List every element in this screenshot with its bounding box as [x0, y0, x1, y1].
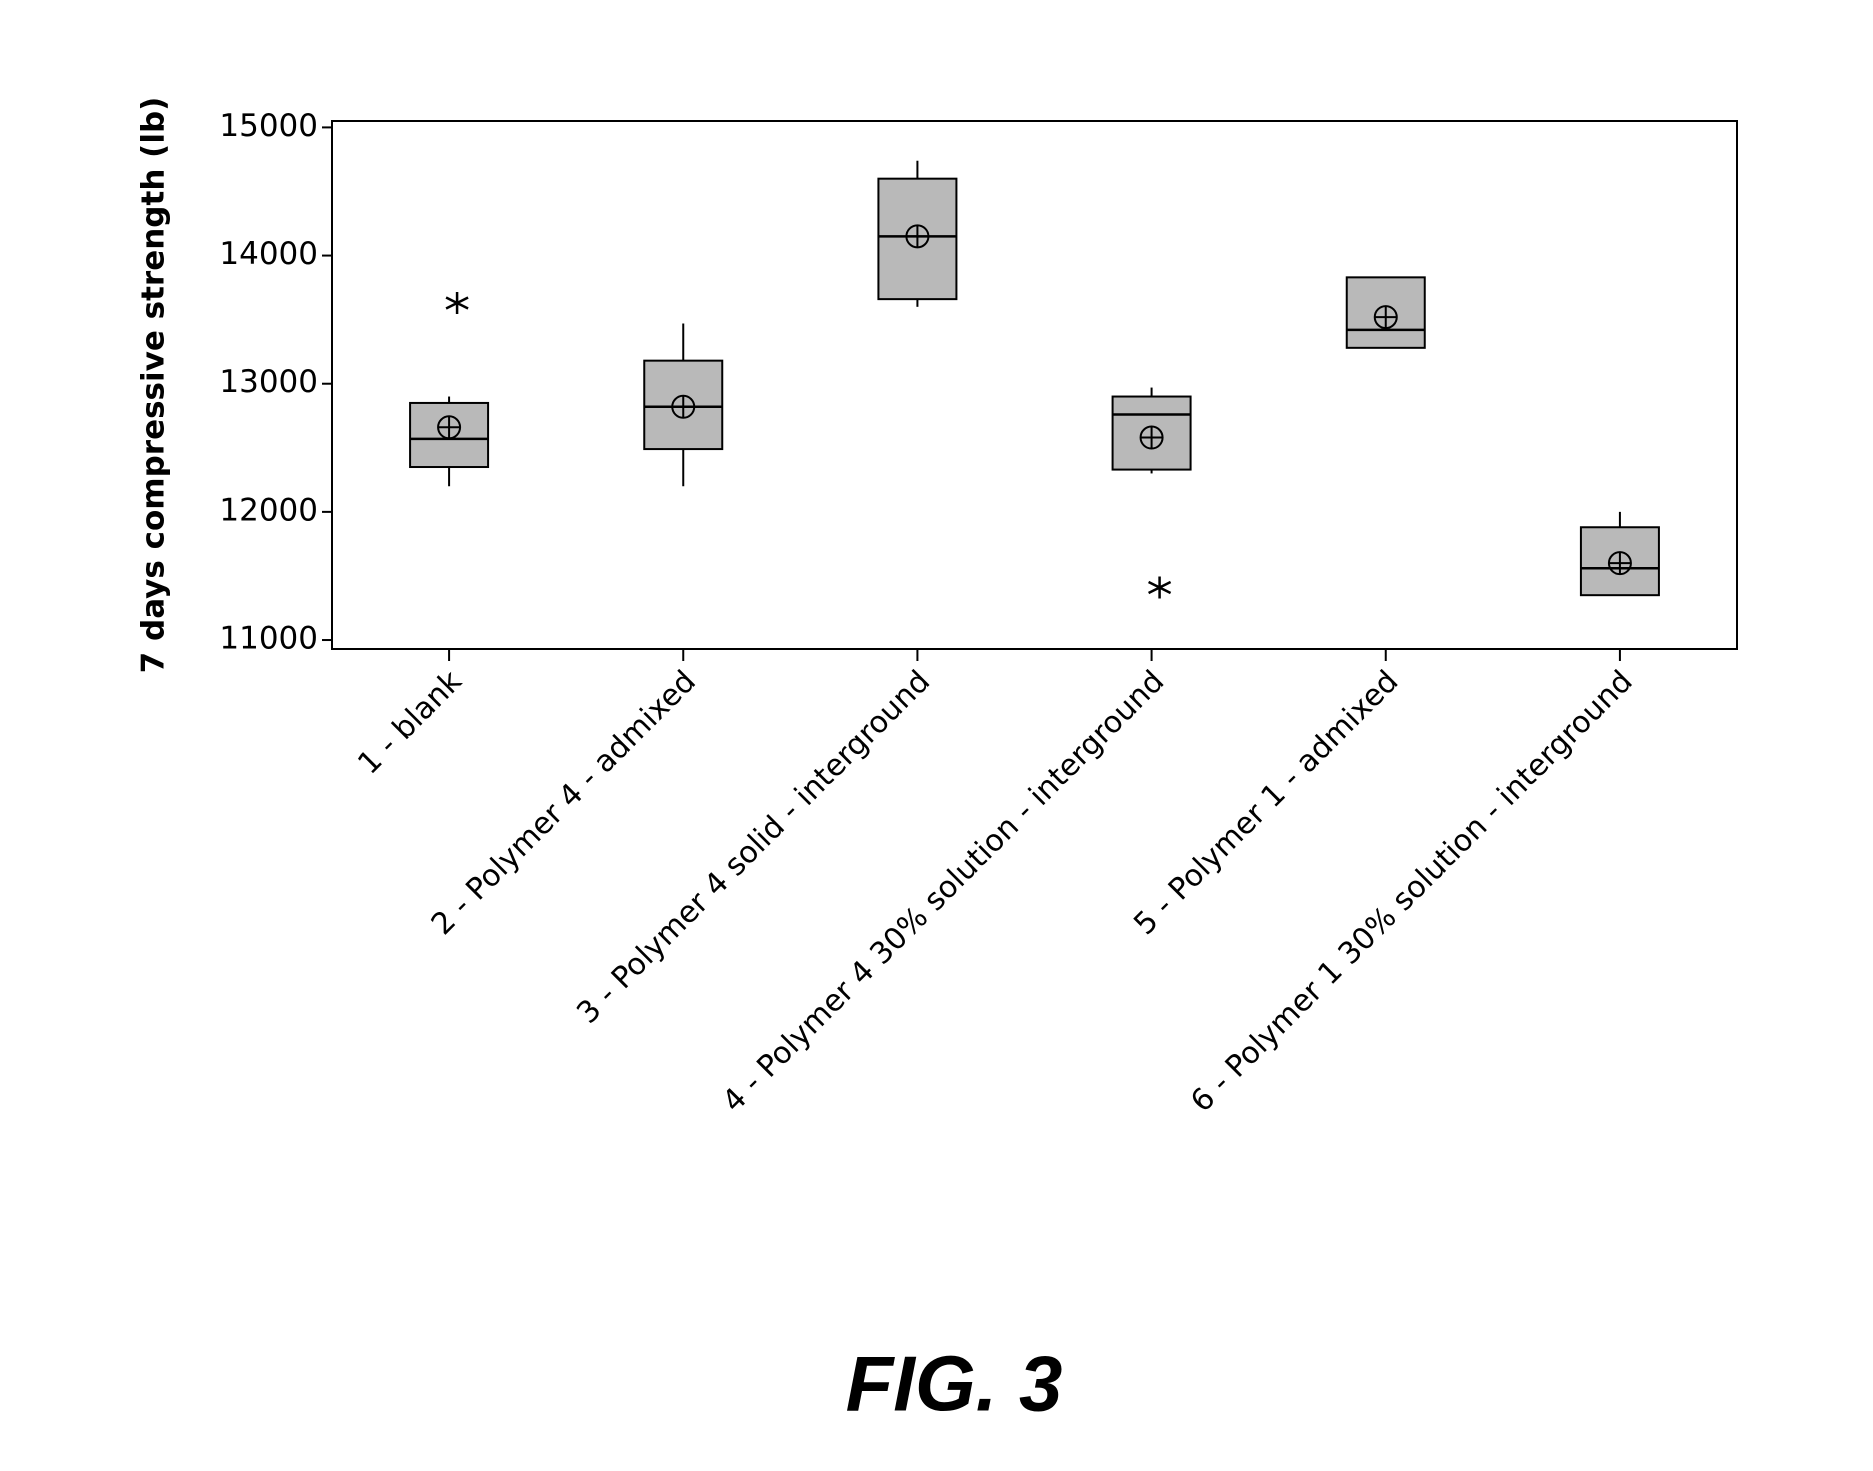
y-tick-label: 14000 [219, 236, 318, 272]
y-tick-label: 12000 [219, 492, 318, 528]
outlier [1149, 576, 1171, 598]
x-tick-label: 6 - Polymer 1 30% solution - interground [1184, 664, 1639, 1119]
y-axis-title: 7 days compressive strength (lb) [136, 97, 172, 674]
x-tick-label: 2 - Polymer 4 - admixed [425, 664, 703, 942]
y-tick-label: 15000 [219, 108, 318, 144]
x-tick-label: 1 - blank [351, 663, 469, 781]
figure-caption: FIG. 3 [846, 1340, 1063, 1428]
y-tick-label: 13000 [219, 364, 318, 400]
plot-frame [332, 121, 1737, 649]
x-tick-label: 5 - Polymer 1 - admixed [1127, 664, 1405, 942]
outlier [446, 292, 468, 314]
y-tick-label: 11000 [219, 621, 318, 657]
x-tick-label: 4 - Polymer 4 30% solution - interground [716, 664, 1171, 1119]
